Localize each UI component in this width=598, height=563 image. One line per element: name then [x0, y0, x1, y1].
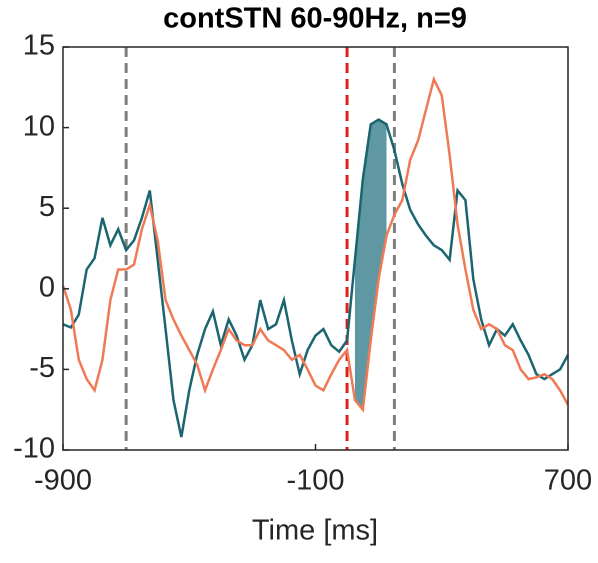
shaded-area	[354, 119, 387, 410]
series-line	[62, 118, 570, 438]
y-tick-label: 10	[23, 110, 55, 142]
chart-title: contSTN 60-90Hz, n=9	[163, 3, 467, 35]
y-tick-label: -10	[13, 433, 55, 465]
y-tick-label: 0	[39, 271, 55, 303]
x-axis-label: Time [ms]	[252, 515, 378, 547]
y-tick-label: 5	[39, 191, 55, 223]
series-line	[61, 75, 570, 413]
x-tick-label: 700	[544, 465, 592, 497]
y-tick-label: 15	[23, 30, 55, 62]
x-tick-label: -900	[34, 465, 92, 497]
y-tick-label: -5	[29, 352, 55, 384]
x-tick-label: -100	[286, 465, 344, 497]
